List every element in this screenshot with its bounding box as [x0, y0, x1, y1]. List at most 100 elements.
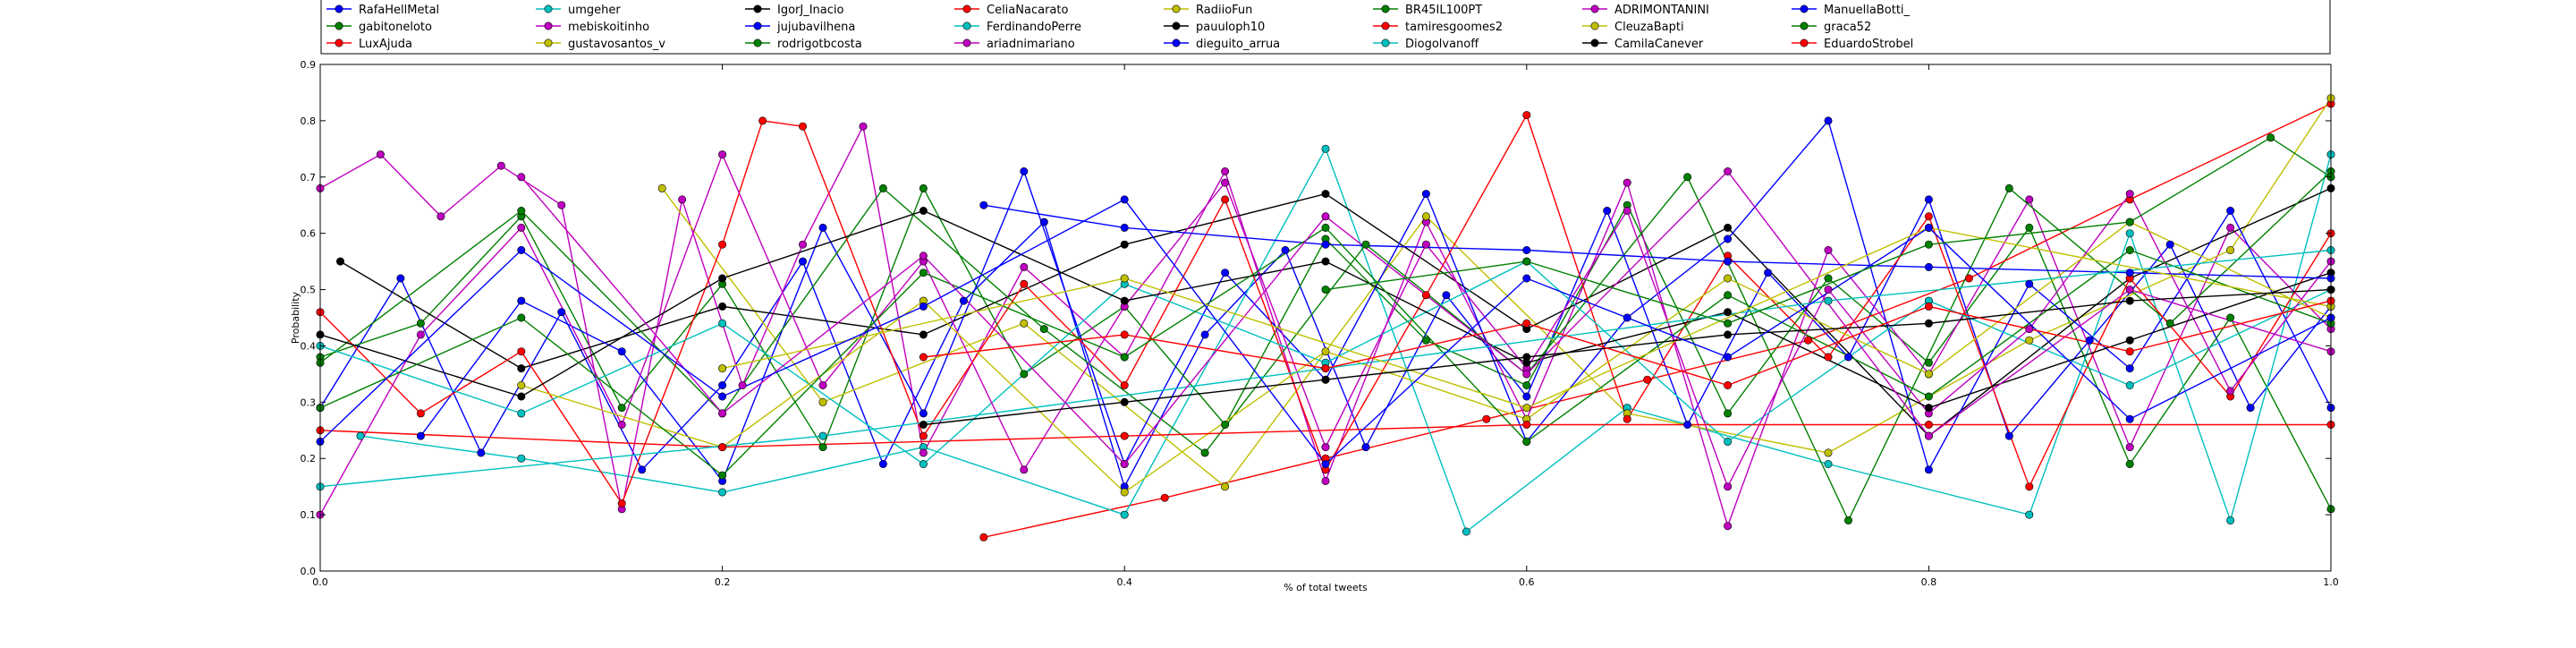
data-point	[2125, 414, 2134, 423]
legend-swatch-marker	[1381, 4, 1390, 13]
data-point	[1724, 437, 1733, 446]
data-point	[1764, 269, 1773, 277]
data-point	[1120, 488, 1129, 497]
data-point	[2025, 223, 2034, 232]
data-point	[517, 207, 526, 216]
legend-label: RadiioFun	[1196, 4, 1252, 17]
y-tick-label: 0.6	[301, 228, 317, 240]
data-point	[1924, 195, 1933, 204]
data-point	[678, 195, 687, 204]
data-point	[718, 409, 727, 418]
data-point	[2125, 336, 2134, 345]
data-point	[1924, 465, 1933, 474]
data-point	[2085, 336, 2094, 345]
data-point	[718, 364, 727, 373]
data-point	[1120, 380, 1129, 389]
x-tick-label: 0.0	[312, 576, 328, 588]
data-point	[1120, 274, 1129, 283]
legend-swatch-marker	[1800, 4, 1809, 13]
legend-swatch-marker	[1590, 21, 1599, 30]
legend-swatch-marker	[335, 21, 343, 30]
data-point	[718, 380, 727, 389]
data-point	[818, 397, 827, 406]
data-point	[718, 240, 727, 249]
data-point	[1462, 527, 1470, 536]
legend-label: CeliaNacarato	[987, 4, 1068, 17]
plot-frame	[319, 64, 2332, 572]
data-point	[1321, 364, 1330, 373]
legend-label: ariadnimariano	[987, 38, 1075, 51]
data-point	[356, 431, 365, 440]
x-tick-label: 0.2	[715, 576, 731, 588]
data-point	[718, 488, 727, 497]
legend-label: CamilaCanever	[1614, 38, 1704, 51]
data-point	[718, 302, 727, 311]
data-point	[1020, 262, 1029, 271]
data-point	[798, 240, 807, 249]
data-point	[1120, 510, 1129, 519]
data-point	[1924, 302, 1933, 311]
data-point	[1321, 286, 1330, 294]
data-point	[517, 380, 526, 389]
data-point	[2025, 279, 2034, 288]
data-point	[1724, 353, 1733, 362]
y-tick-label: 0.0	[301, 566, 317, 577]
data-point	[1321, 347, 1330, 356]
legend-label: RafaHellMetal	[359, 4, 439, 17]
data-point	[557, 200, 566, 209]
data-point	[2125, 245, 2134, 254]
data-point	[1020, 465, 1029, 474]
data-point	[1623, 178, 1631, 187]
series-line-14	[983, 204, 2332, 279]
legend-label: graca52	[1824, 21, 1871, 34]
data-point	[2226, 223, 2235, 232]
data-point	[1643, 375, 1652, 384]
data-point	[798, 122, 807, 131]
data-point	[919, 448, 928, 457]
data-point	[2025, 510, 2034, 519]
data-point	[919, 459, 928, 468]
y-tick-label: 0.9	[301, 59, 317, 71]
data-point	[1924, 431, 1933, 440]
data-point	[1522, 353, 1531, 362]
legend-label: BR45IL100PT	[1405, 4, 1482, 17]
data-point	[517, 392, 526, 401]
data-point	[1120, 195, 1129, 204]
data-point	[1683, 420, 1692, 429]
data-point	[416, 409, 425, 418]
data-point	[1623, 313, 1631, 322]
data-point	[517, 409, 526, 418]
data-point	[1724, 319, 1733, 328]
data-point	[1221, 269, 1230, 277]
data-point	[818, 431, 827, 440]
data-point	[1321, 223, 1330, 232]
data-point	[738, 380, 747, 389]
data-point	[2125, 190, 2134, 199]
data-point	[638, 465, 647, 474]
data-point	[1924, 223, 1933, 232]
legend-swatch-marker	[1381, 21, 1390, 30]
data-point	[1421, 240, 1430, 249]
data-point	[1824, 448, 1833, 457]
data-point	[1120, 431, 1129, 440]
data-point	[959, 296, 968, 305]
data-point	[1924, 240, 1933, 249]
data-point	[1724, 409, 1733, 418]
data-point	[2025, 482, 2034, 491]
data-point	[718, 471, 727, 480]
data-point	[1724, 274, 1733, 283]
data-point	[1361, 443, 1370, 452]
data-point	[1724, 522, 1733, 531]
data-point	[1924, 358, 1933, 367]
y-axis-label: Probability	[290, 291, 301, 344]
data-point	[1603, 207, 1612, 216]
data-point	[1623, 207, 1631, 216]
data-point	[557, 308, 566, 317]
data-point	[2165, 240, 2174, 249]
data-point	[1804, 336, 1813, 345]
data-point	[1442, 291, 1451, 300]
data-point	[1724, 291, 1733, 300]
y-tick-label: 0.4	[301, 340, 317, 352]
